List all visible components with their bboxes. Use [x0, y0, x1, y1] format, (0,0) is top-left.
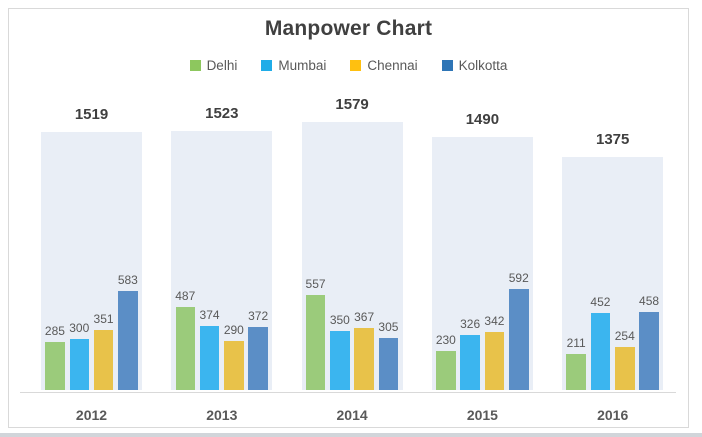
legend-item-kolkotta: Kolkotta: [441, 58, 508, 73]
category-label: 2014: [336, 407, 368, 423]
category-label: 2016: [597, 407, 629, 423]
legend-item-delhi: Delhi: [189, 58, 238, 73]
mumbai-bar: [199, 326, 220, 390]
bar-value-label: 350: [329, 313, 350, 327]
chart-title: Manpower Chart: [264, 17, 433, 40]
bar-value-label: 326: [460, 317, 481, 331]
legend-label: Chennai: [367, 58, 418, 73]
bar-value-label: 452: [590, 295, 611, 309]
delhi-bar: [305, 295, 326, 390]
category-label: 2012: [75, 407, 108, 423]
bar-value-label: 367: [354, 310, 375, 324]
bar-value-label: 305: [378, 320, 399, 334]
legend-label: Kolkotta: [458, 58, 508, 73]
kolkotta-bar: [378, 338, 399, 390]
legend-item-chennai: Chennai: [350, 58, 418, 73]
kolkotta-bar: [509, 289, 529, 390]
mumbai-bar: [590, 313, 611, 390]
bar-value-label: 254: [614, 329, 635, 343]
delhi-bar: [175, 307, 195, 390]
legend-swatch-mumbai: [261, 60, 273, 71]
bar-value-label: 211: [566, 336, 586, 350]
legend-swatch-delhi: [189, 60, 201, 71]
kolkotta-bar: [118, 291, 138, 390]
bar-value-label: 300: [69, 321, 90, 335]
kolkotta-bar: [639, 312, 659, 390]
chart-frame: Manpower Chart Delhi Mumbai Chennai Kolkott…: [8, 8, 689, 428]
bar-value-label: 374: [199, 308, 220, 322]
bar-value-label: 592: [508, 271, 529, 285]
bar-value-label: 285: [44, 324, 65, 338]
mumbai-bar: [69, 339, 89, 390]
bar-value-label: 372: [248, 309, 269, 323]
bottom-border-strip: [0, 433, 702, 437]
mumbai-bar: [460, 335, 480, 390]
plot-area: 1519 285 300 351 583 2012 1523 487 374 290 372 2013…: [9, 9, 688, 427]
bar-value-label: 487: [175, 289, 196, 303]
x-axis-line: [20, 392, 676, 393]
bar-value-label: 557: [305, 277, 326, 291]
bar-value-label: 351: [93, 312, 114, 326]
legend-item-mumbai: Mumbai: [261, 58, 326, 73]
total-label: 1523: [205, 105, 239, 122]
legend-label: Mumbai: [278, 58, 327, 73]
chennai-bar: [224, 341, 244, 390]
category-label: 2013: [206, 407, 238, 423]
chennai-bar: [484, 332, 505, 390]
category-label: 2015: [466, 407, 498, 423]
chart-legend: Delhi Mumbai Chennai Kolkotta: [9, 58, 688, 73]
delhi-bar: [45, 342, 65, 390]
legend-label: Delhi: [206, 58, 238, 73]
total-label: 1519: [74, 106, 109, 123]
mumbai-bar: [330, 331, 350, 390]
bar-value-label: 290: [223, 323, 244, 337]
chennai-bar: [615, 347, 635, 390]
total-label: 1490: [465, 111, 500, 128]
chennai-bar: [93, 330, 114, 390]
total-label: 1579: [335, 96, 369, 113]
bar-value-label: 458: [639, 294, 660, 308]
bar-value-label: 583: [117, 273, 138, 287]
bar-value-label: 230: [435, 333, 456, 347]
legend-swatch-kolkotta: [441, 60, 453, 71]
kolkotta-bar: [248, 327, 268, 390]
delhi-bar: [566, 354, 586, 390]
delhi-bar: [436, 351, 456, 390]
bar-value-label: 342: [484, 314, 505, 328]
chennai-bar: [354, 328, 374, 390]
legend-swatch-chennai: [350, 60, 362, 71]
total-label: 1375: [596, 131, 630, 148]
